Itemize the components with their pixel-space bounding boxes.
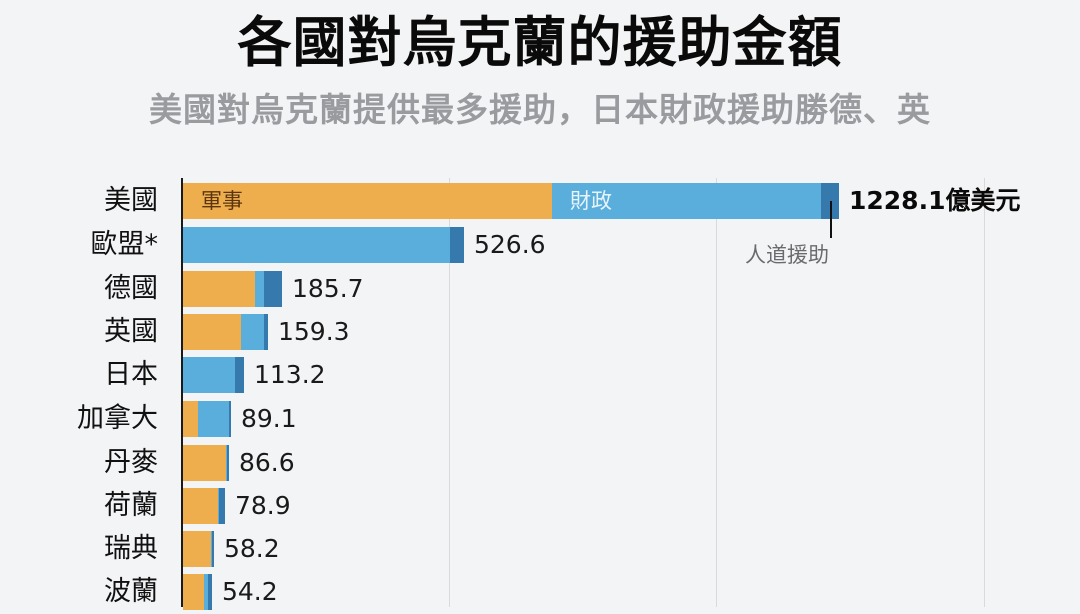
stacked-bar — [183, 357, 244, 393]
stacked-bar — [183, 314, 268, 350]
value-label: 159.3 — [278, 317, 350, 346]
stacked-bar — [183, 531, 214, 567]
bar-segment-financial: 財政 — [552, 183, 821, 219]
category-label: 德國 — [104, 273, 158, 304]
bar-segment-financial — [255, 271, 264, 307]
bar-segment-financial — [204, 574, 208, 610]
chart-subtitle: 美國對烏克蘭提供最多援助，日本財政援助勝德、英 — [149, 90, 931, 129]
financial-segment-label: 財政 — [570, 189, 612, 213]
value-label: 78.9 — [235, 491, 291, 520]
y-axis-line — [181, 178, 183, 607]
bar-row: 加拿大 89.1 — [0, 397, 1080, 441]
bar-segment-financial — [198, 401, 229, 437]
bar-segment-humanitarian — [264, 314, 268, 350]
gridline-1000 — [716, 178, 717, 607]
bar-segment-humanitarian — [212, 531, 214, 567]
bar-segment-military — [183, 531, 211, 567]
bar-segment-military — [183, 401, 198, 437]
bar-row: 荷蘭 78.9 — [0, 484, 1080, 528]
stacked-bar — [183, 227, 464, 263]
value-label: 89.1 — [241, 404, 297, 433]
value-label: 526.6 — [474, 230, 546, 259]
value-label: 58.2 — [224, 534, 280, 563]
stacked-bar — [183, 574, 212, 610]
military-segment-label: 軍事 — [201, 189, 243, 213]
category-label: 瑞典 — [104, 533, 158, 564]
bar-row: 丹麥 86.6 — [0, 441, 1080, 485]
bar-segment-military — [183, 488, 218, 524]
stacked-bar: 軍事 財政 — [183, 183, 839, 219]
bar-segment-military: 軍事 — [183, 183, 552, 219]
bar-segment-financial — [226, 445, 227, 481]
bar-segment-financial — [183, 357, 235, 393]
bar-segment-financial — [218, 488, 219, 524]
bar-segment-humanitarian — [235, 357, 244, 393]
bar-segment-financial — [211, 531, 212, 567]
bar-row: 英國 159.3 — [0, 310, 1080, 354]
bar-segment-humanitarian — [450, 227, 464, 263]
stacked-bar — [183, 401, 231, 437]
bar-row: 美國 軍事 財政 1228.1億美元 — [0, 179, 1080, 223]
bar-row: 德國 185.7 — [0, 267, 1080, 311]
bar-segment-financial — [241, 314, 264, 350]
category-label: 英國 — [104, 316, 158, 347]
category-label: 日本 — [104, 359, 158, 390]
bar-segment-military — [183, 445, 226, 481]
category-label: 加拿大 — [77, 403, 158, 434]
bar-segment-humanitarian — [227, 445, 229, 481]
bar-segment-humanitarian — [229, 401, 231, 437]
value-label: 86.6 — [239, 448, 295, 477]
bar-segment-humanitarian — [208, 574, 212, 610]
bar-row: 瑞典 58.2 — [0, 527, 1080, 571]
bar-segment-financial — [183, 227, 450, 263]
stacked-bar — [183, 271, 282, 307]
stacked-bar — [183, 445, 229, 481]
value-label: 185.7 — [292, 274, 364, 303]
humanitarian-leader-line — [830, 201, 832, 238]
bar-row: 歐盟* 526.6 — [0, 223, 1080, 267]
bar-segment-military — [183, 271, 255, 307]
bar-segment-humanitarian — [219, 488, 225, 524]
bar-segment-humanitarian — [264, 271, 282, 307]
gridline-1500 — [984, 178, 985, 607]
stacked-bar — [183, 488, 225, 524]
value-label: 113.2 — [254, 360, 326, 389]
category-label: 歐盟* — [90, 229, 159, 260]
humanitarian-annotation: 人道援助 — [745, 243, 829, 267]
category-label: 丹麥 — [104, 447, 158, 478]
gridline-500 — [449, 178, 450, 607]
bar-segment-military — [183, 574, 204, 610]
category-label: 荷蘭 — [104, 490, 158, 521]
value-label: 54.2 — [222, 577, 278, 606]
category-label: 美國 — [104, 185, 158, 216]
bar-segment-military — [183, 314, 241, 350]
chart-title: 各國對烏克蘭的援助金額 — [237, 11, 843, 74]
value-label: 1228.1億美元 — [849, 186, 1021, 215]
bar-row: 波蘭 54.2 — [0, 570, 1080, 614]
bar-row: 日本 113.2 — [0, 353, 1080, 397]
category-label: 波蘭 — [104, 576, 158, 607]
